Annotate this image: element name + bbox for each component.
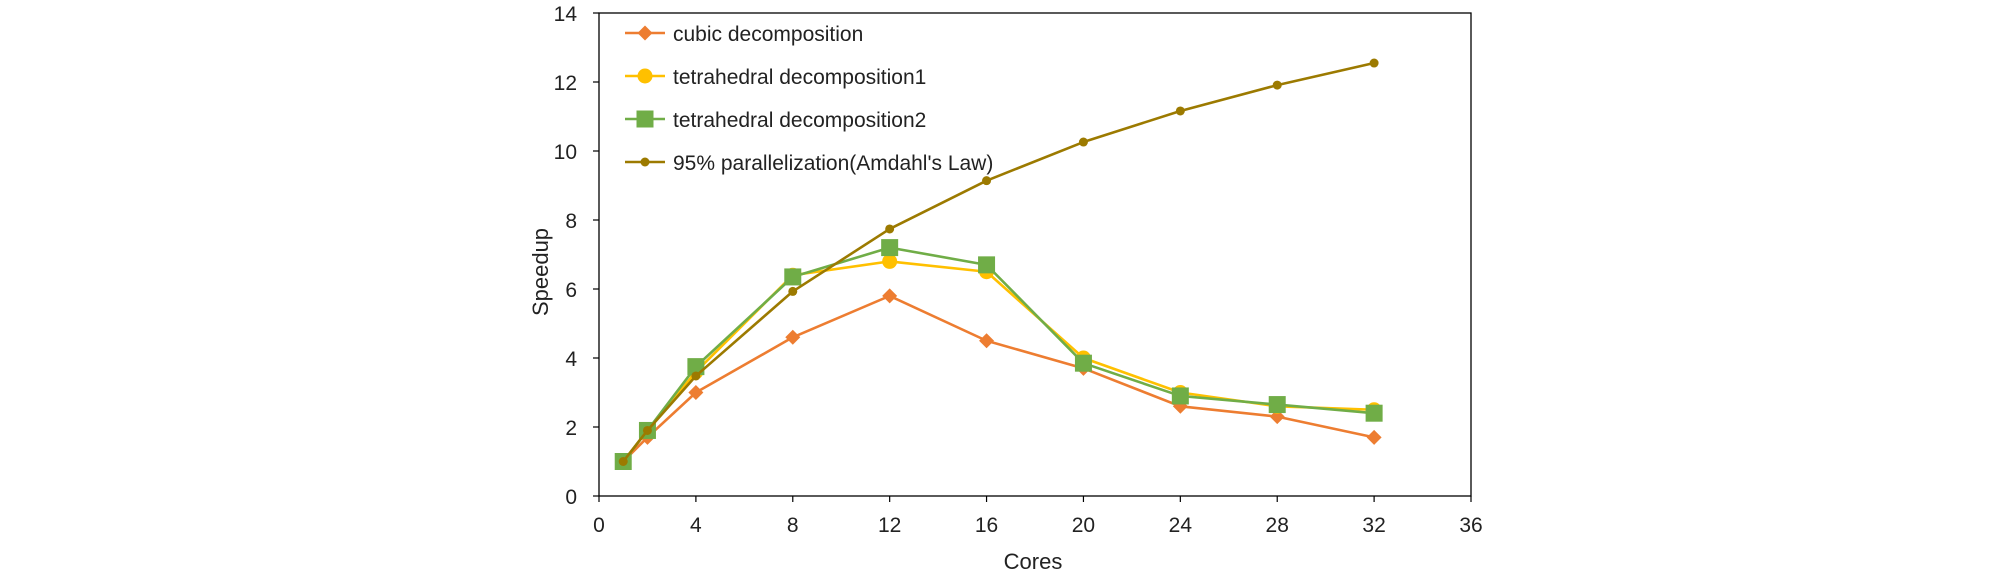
x-tick-label: 16 bbox=[975, 514, 998, 537]
data-point bbox=[885, 224, 895, 234]
data-point bbox=[691, 371, 701, 381]
legend-item: tetrahedral decomposition1 bbox=[625, 66, 926, 89]
legend-marker bbox=[637, 25, 653, 41]
legend-item: tetrahedral decomposition2 bbox=[625, 109, 926, 132]
legend-label: tetrahedral decomposition1 bbox=[673, 66, 926, 89]
series-group bbox=[615, 288, 1382, 469]
data-point bbox=[784, 268, 802, 286]
legend: cubic decomposition tetrahedral decomposi… bbox=[625, 23, 993, 175]
data-point bbox=[979, 333, 995, 349]
data-point bbox=[642, 425, 652, 435]
y-tick-label: 10 bbox=[554, 141, 577, 164]
x-tick-label: 4 bbox=[690, 514, 702, 537]
legend-item: 95% parallelization(Amdahl's Law) bbox=[625, 152, 993, 175]
y-tick-label: 2 bbox=[565, 417, 577, 440]
legend-label: 95% parallelization(Amdahl's Law) bbox=[673, 152, 993, 175]
x-tick-label: 12 bbox=[878, 514, 901, 537]
x-tick-label: 20 bbox=[1072, 514, 1095, 537]
data-point bbox=[1268, 396, 1286, 414]
data-point bbox=[618, 457, 628, 466]
series-group bbox=[618, 58, 1379, 466]
legend-label: cubic decomposition bbox=[673, 23, 863, 46]
y-tick-label: 6 bbox=[565, 279, 577, 302]
y-tick-label: 12 bbox=[554, 72, 577, 95]
legend-marker bbox=[636, 110, 654, 128]
data-point bbox=[881, 239, 899, 257]
plot-frame bbox=[598, 12, 1472, 497]
data-point bbox=[1175, 106, 1185, 116]
series-group bbox=[615, 253, 1382, 469]
series-line bbox=[622, 294, 1375, 463]
x-tick-label: 0 bbox=[593, 514, 605, 537]
x-tick-label: 8 bbox=[787, 514, 799, 537]
data-point bbox=[1078, 137, 1088, 147]
series-lines bbox=[614, 58, 1383, 470]
y-tick-label: 4 bbox=[565, 348, 577, 371]
data-point bbox=[1171, 387, 1189, 405]
data-point bbox=[788, 286, 798, 296]
series-line bbox=[622, 246, 1375, 463]
data-point bbox=[785, 329, 801, 345]
x-tick-label: 32 bbox=[1362, 514, 1385, 537]
x-axis-label: Cores bbox=[1004, 549, 1063, 574]
series-line bbox=[622, 260, 1375, 463]
data-point bbox=[1074, 354, 1092, 372]
data-point bbox=[688, 385, 704, 400]
x-tick-label: 36 bbox=[1459, 514, 1482, 537]
y-tick-label: 0 bbox=[565, 486, 577, 509]
x-tick-label: 24 bbox=[1169, 514, 1193, 537]
legend-marker bbox=[637, 68, 653, 84]
legend-label: tetrahedral decomposition2 bbox=[673, 109, 926, 132]
y-tick-label: 14 bbox=[554, 3, 578, 26]
data-point bbox=[982, 176, 992, 186]
x-tick-label: 28 bbox=[1266, 514, 1289, 537]
legend-item: cubic decomposition bbox=[625, 23, 863, 46]
series-line bbox=[622, 61, 1375, 463]
legend-marker bbox=[640, 157, 650, 167]
data-point bbox=[882, 288, 898, 304]
data-point bbox=[882, 253, 898, 269]
y-axis-label: Speedup bbox=[528, 228, 553, 316]
y-tick-label: 8 bbox=[565, 210, 577, 233]
data-point bbox=[1369, 58, 1379, 68]
data-point bbox=[978, 256, 996, 274]
data-point bbox=[1365, 404, 1383, 422]
series-group bbox=[614, 239, 1383, 470]
data-point bbox=[1272, 80, 1282, 90]
data-point bbox=[1366, 429, 1382, 445]
